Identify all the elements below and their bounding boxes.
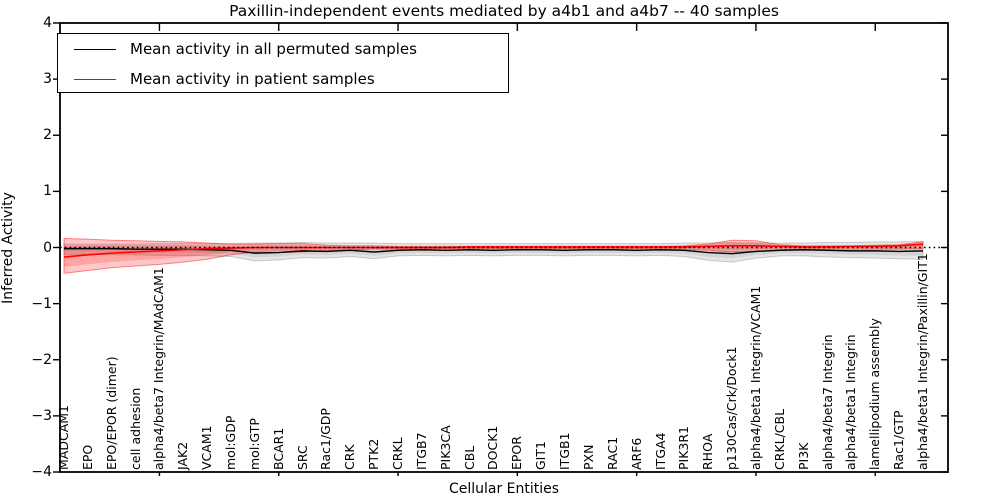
x-category-label: CRKL/CBL [771, 408, 787, 470]
y-tick-label: −1 [31, 295, 52, 312]
y-tick-label: −2 [31, 351, 52, 368]
x-category-label: alpha4/beta1 Integrin/Paxillin/GIT1 [914, 253, 930, 470]
x-axis-label: Cellular Entities [448, 481, 560, 497]
patient-range-band-inner [64, 242, 923, 267]
x-category-label: alpha4/beta7 Integrin/MAdCAM1 [151, 267, 167, 470]
legend-item-patient: Mean activity in patient samples [58, 64, 508, 94]
x-category-label: JAK2 [175, 441, 191, 470]
x-category-label: ITGA4 [652, 432, 668, 470]
legend-item-permuted: Mean activity in all permuted samples [58, 34, 508, 64]
x-category-label: EPO/EPOR (dimer) [103, 356, 119, 470]
x-category-label: PXN [580, 444, 596, 470]
x-category-label: VCAM1 [199, 425, 215, 470]
x-category-label: ITGB7 [413, 432, 429, 470]
x-category-label: RAC1 [604, 436, 620, 470]
x-category-label: PIK3CA [437, 425, 453, 470]
x-category-label: alpha4/beta1 Integrin/VCAM1 [747, 285, 763, 470]
x-category-label: CRK [342, 444, 358, 470]
y-tick-label: 2 [43, 127, 52, 144]
permuted-line-swatch [74, 48, 116, 50]
x-category-label: lamellipodium assembly [867, 318, 883, 470]
permuted-range-band-inner [64, 245, 923, 259]
y-tick-label: −3 [31, 407, 52, 424]
x-category-label: mol:GDP [223, 415, 239, 470]
y-tick-label: 1 [43, 183, 52, 200]
x-category-label: Rac1/GDP [318, 408, 334, 470]
x-category-label: GIT1 [533, 441, 549, 470]
legend-label-patient: Mean activity in patient samples [130, 70, 375, 88]
x-category-label: PI3K [795, 442, 811, 470]
x-category-label: alpha4/beta7 Integrin [819, 334, 835, 470]
y-tick-label: 3 [43, 71, 52, 88]
x-category-label: mol:GTP [246, 418, 262, 470]
x-category-label: CBL [461, 445, 477, 470]
x-category-label: PIK3R1 [676, 425, 692, 470]
x-category-label: PTK2 [366, 438, 382, 470]
x-category-label: DOCK1 [485, 425, 501, 470]
y-tick-label: 4 [43, 15, 52, 31]
x-category-label: Rac1/GTP [891, 410, 907, 470]
y-tick-label: 0 [43, 239, 52, 256]
x-category-label: BCAR1 [270, 427, 286, 470]
x-category-label: ARF6 [628, 437, 644, 470]
x-category-label: EPO [79, 444, 95, 470]
x-category-label: cell adhesion [127, 387, 143, 470]
x-category-label: p130Cas/Crk/Dock1 [724, 346, 740, 470]
legend-label-permuted: Mean activity in all permuted samples [130, 40, 417, 58]
chart-title: Paxillin-independent events mediated by … [229, 2, 779, 20]
x-category-label: SRC [294, 445, 310, 470]
y-tick-label: −4 [31, 464, 52, 480]
x-category-label: CRKL [390, 437, 406, 470]
x-category-label: alpha4/beta1 Integrin [843, 334, 859, 470]
patient-line-swatch [74, 78, 116, 80]
x-category-label: RHOA [700, 433, 716, 470]
x-category-label: ITGB1 [557, 432, 573, 470]
legend: Mean activity in all permuted samples Me… [57, 33, 509, 93]
x-category-label: MADCAM1 [56, 405, 71, 470]
x-category-label: EPOR [509, 436, 525, 470]
permuted-mean-line [64, 247, 923, 255]
